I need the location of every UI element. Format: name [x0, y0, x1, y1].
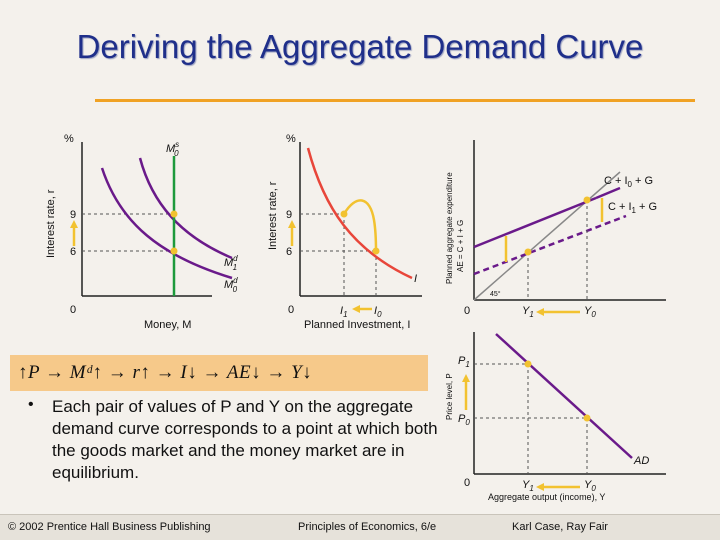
ae-y-label-2: AE = C + I + G — [456, 220, 465, 272]
ad-point-0 — [583, 414, 591, 422]
ae-line-1-label: C + I1 + G — [608, 201, 657, 215]
ad-x-label: Aggregate output (income), Y — [488, 492, 605, 502]
investment-curve-label: I — [414, 273, 417, 285]
ae-origin: 0 — [464, 305, 470, 317]
money-x-label: Money, M — [144, 319, 191, 331]
inv-x-arrow-head — [352, 305, 360, 313]
money-tick-6: 6 — [70, 246, 76, 258]
ad-y-label: Price level, P — [445, 373, 454, 420]
ad-x-tick-1: Y1 — [522, 479, 534, 493]
inv-y-label: Interest rate, r — [267, 181, 279, 250]
footer-book: Principles of Economics, 6/e — [298, 521, 437, 533]
ad-x-tick-0: Y0 — [584, 479, 596, 493]
ae-equilibrium-0 — [583, 196, 591, 204]
ae-y-label-1: Planned aggregate expenditure — [445, 172, 454, 284]
money-rate-arrow-head — [70, 220, 78, 228]
ad-p1-label: P1 — [458, 355, 470, 369]
ae-line-1 — [473, 214, 627, 276]
ad-point-1 — [524, 360, 532, 368]
inv-tick-6: 6 — [286, 246, 292, 258]
expenditure-diagram: Planned aggregate expenditure AE = C + I… — [445, 140, 666, 319]
inv-x-tick-1: I1 — [340, 305, 348, 319]
footer-bar: © 2002 Prentice Hall Business Publishing… — [0, 514, 720, 540]
money-equilibrium-6 — [170, 247, 178, 255]
causal-chain-box — [10, 355, 428, 391]
ae-x-arrow-head — [536, 308, 544, 316]
ae-45-line — [473, 171, 621, 301]
ae-line-0-label: C + I0 + G — [604, 175, 653, 189]
inv-shift-arc — [342, 199, 378, 252]
inv-y-unit: % — [286, 133, 296, 145]
ad-p0-label: P0 — [458, 413, 470, 427]
money-demand1-label: Md 1 — [224, 254, 238, 272]
bullet-marker: • — [28, 396, 34, 413]
investment-curve — [306, 147, 413, 280]
money-demand0-label: Md 0 — [224, 276, 238, 294]
ad-origin: 0 — [464, 477, 470, 489]
money-supply-label: Ms 0 — [166, 140, 179, 158]
money-demand-curve-1 — [138, 157, 233, 260]
money-demand-curve-0 — [100, 167, 233, 280]
ae-line-0-ext — [595, 186, 621, 200]
aggregate-demand-diagram: Price level, P 0 P1 P0 AD Y1 Y0 Aggregat… — [445, 332, 666, 502]
money-y-label: Interest rate, r — [45, 189, 57, 258]
ae-angle-label: 45° — [490, 290, 501, 298]
ae-x-tick-1: Y1 — [522, 305, 534, 319]
inv-x-tick-0: I0 — [374, 305, 382, 319]
ad-x-arrow-head — [536, 483, 544, 491]
money-tick-9: 9 — [70, 209, 76, 221]
inv-point-9 — [340, 210, 348, 218]
inv-tick-9: 9 — [286, 209, 292, 221]
inv-point-6 — [372, 247, 380, 255]
ae-equilibrium-1 — [524, 248, 532, 256]
money-y-unit: % — [64, 133, 74, 145]
money-equilibrium-9 — [170, 210, 178, 218]
inv-x-label: Planned Investment, I — [304, 319, 410, 331]
investment-diagram: % Interest rate, r 0 9 6 I I1 I0 Planned… — [267, 133, 422, 331]
footer-copyright: © 2002 Prentice Hall Business Publishing — [8, 521, 211, 533]
money-market-diagram: % Interest rate, r 0 9 6 Ms 0 Md 1 Md 0 Mon… — [45, 133, 238, 331]
ae-line-0 — [473, 196, 597, 249]
ad-price-arrow-head — [462, 374, 470, 382]
causal-chain-text: ↑P → Mᵈ↑ → r↑ → I↓ → AE↓ → Y↓ — [18, 362, 313, 383]
ad-curve — [495, 333, 633, 459]
footer-authors: Karl Case, Ray Fair — [512, 521, 608, 533]
slide-title: Deriving the Aggregate Demand Curve — [76, 28, 644, 65]
inv-origin: 0 — [288, 304, 294, 316]
ad-curve-label: AD — [633, 455, 649, 467]
money-origin: 0 — [70, 304, 76, 316]
bullet-text: Each pair of values of P and Y on the ag… — [52, 397, 438, 482]
ae-x-tick-0: Y0 — [584, 305, 596, 319]
title-rule — [95, 99, 695, 102]
inv-rate-arrow-head — [288, 220, 296, 228]
